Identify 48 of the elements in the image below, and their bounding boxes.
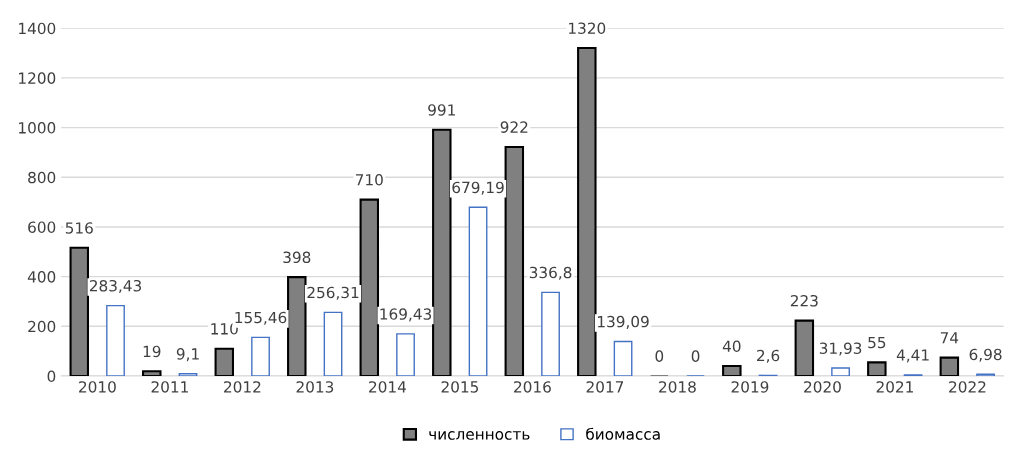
data-label: 256,31: [307, 286, 359, 300]
x-tick-label: 2017: [586, 381, 624, 393]
x-tick-label: 2014: [369, 381, 406, 393]
data-label: 74: [940, 332, 959, 344]
x-tick-label: 2011: [151, 381, 188, 393]
data-label: 710: [355, 173, 383, 186]
x-tick-label: 2013: [296, 381, 334, 393]
y-tick-label: 800: [28, 171, 56, 184]
x-tick-label: 2012: [224, 381, 261, 393]
y-tick-label: 0: [47, 370, 56, 383]
data-label: 19: [143, 345, 161, 358]
data-label: 40: [722, 340, 741, 352]
y-tick-label: 200: [28, 320, 56, 333]
y-tick-label: 1200: [19, 72, 56, 84]
data-label: 2,6: [757, 349, 780, 363]
data-label: 679,19: [452, 181, 504, 195]
legend-label: численность: [429, 431, 530, 440]
data-label: 336,8: [529, 266, 572, 280]
data-label: 155,46: [235, 311, 287, 325]
x-tick-label: 2022: [949, 381, 986, 393]
data-label: 55: [868, 336, 886, 349]
data-label: 6,98: [969, 348, 1002, 362]
y-tick-label: 600: [28, 221, 56, 233]
x-tick-label: 2019: [731, 381, 769, 393]
data-label: 516: [65, 222, 93, 234]
x-tick-label: 2016: [514, 381, 551, 393]
x-tick-label: 2020: [804, 381, 841, 393]
x-tick-label: 2015: [441, 381, 479, 393]
data-label: 283,43: [89, 279, 142, 294]
data-label: 4,41: [896, 349, 929, 363]
data-label: 139,09: [598, 315, 649, 329]
legend-label: биомасса: [586, 427, 660, 440]
x-tick-label: 2021: [876, 381, 913, 393]
data-label: 31,93: [819, 342, 862, 356]
x-tick-label: 2018: [659, 381, 696, 393]
data-label: 0: [691, 350, 700, 362]
data-label: 9,1: [176, 348, 199, 362]
y-tick-label: 1400: [19, 22, 56, 35]
data-label: 1320: [569, 22, 606, 34]
data-label: 398: [283, 251, 311, 264]
x-tick-label: 2010: [79, 381, 116, 393]
data-label: 0: [655, 350, 664, 362]
y-tick-label: 400: [27, 271, 56, 283]
data-label: 922: [500, 121, 528, 133]
data-label: 223: [790, 294, 818, 307]
data-label: 991: [428, 104, 455, 116]
data-label: 169,43: [380, 308, 432, 322]
y-tick-label: 1000: [19, 122, 56, 134]
